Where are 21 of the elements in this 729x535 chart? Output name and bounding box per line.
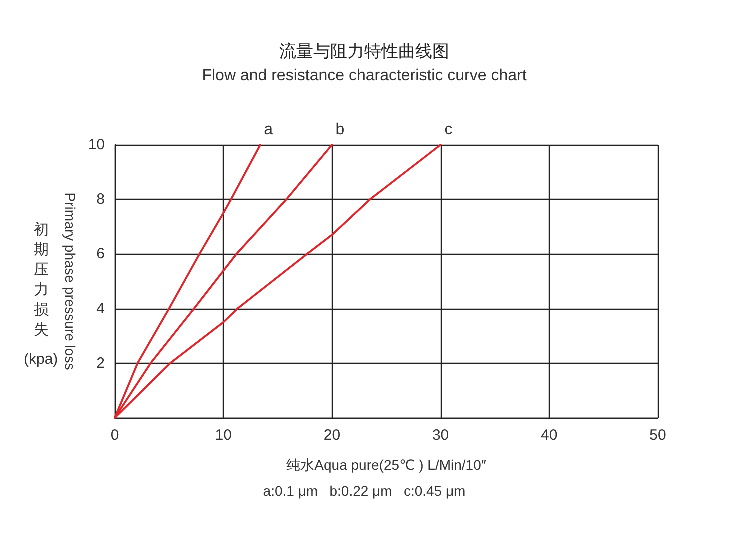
y-tick-label: 8 [96,191,105,208]
x-tick-label: 0 [110,427,120,444]
series-label: b [336,122,345,138]
series-label: a [264,122,274,138]
y-tick-label: 10 [88,136,105,154]
x-tick-label: 50 [650,427,666,444]
y-tick-label: 2 [96,354,105,372]
text: 初期压力损失 [34,222,49,338]
chart-title: 流量与阻力特性曲线图 [280,42,450,61]
y-tick-label: 4 [96,300,105,318]
x-tick-label: 20 [324,427,341,444]
x-tick-label: 40 [541,427,558,444]
text: (kpa) [24,351,58,368]
x-axis-title: 纯水Aqua pure(25℃ ) L/Min/10″ [286,457,486,473]
y-axis-title: Primary phase pressure loss [62,192,78,370]
chart-subtitle: Flow and resistance characteristic curve chart [202,68,528,84]
x-tick-label: 30 [432,427,450,444]
series-label: c [444,122,453,138]
text: a:0.1 μm b:0.22 μm c:0.45 μm [263,483,466,499]
y-tick-label: 6 [96,246,105,263]
x-tick-label: 10 [215,427,232,444]
